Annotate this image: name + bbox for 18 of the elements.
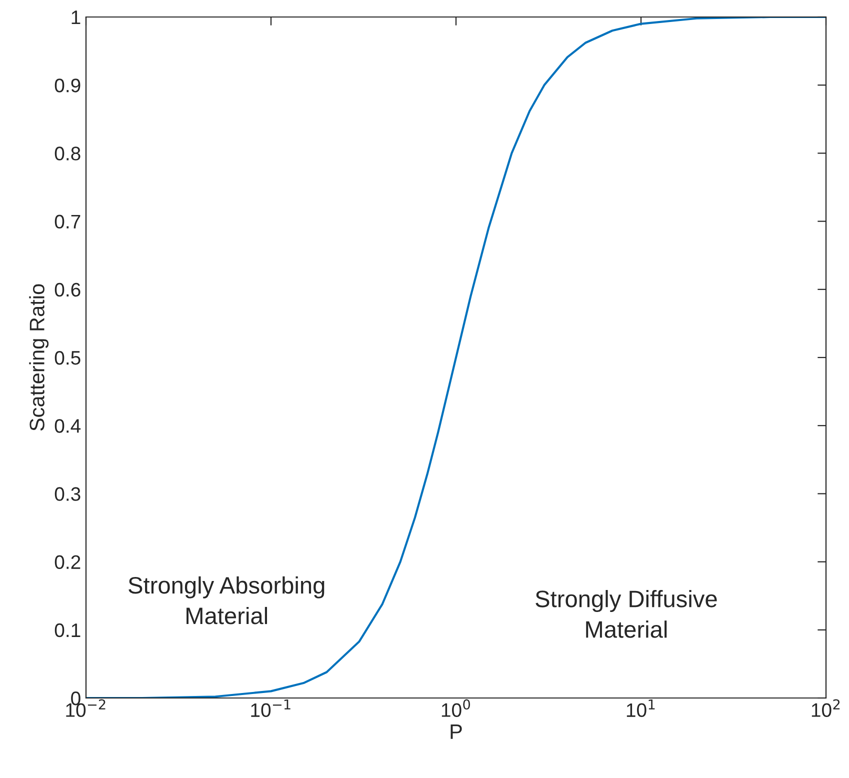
annotation: Strongly Absorbing Material	[128, 576, 324, 624]
y-tick-label: 0.9	[54, 78, 80, 92]
x-tick-label: 10$^{2}$	[812, 699, 840, 717]
x-tick-label: 10$^{0}$	[442, 699, 470, 717]
annotation: Strongly Diffusive Material	[536, 590, 717, 638]
y-tick-label: 0.4	[54, 419, 81, 433]
y-tick-label: 0.5	[54, 350, 80, 365]
x-axis-title: P	[450, 724, 462, 739]
x-tick-label: 10$^{1}$	[626, 699, 655, 718]
y-tick-label: 0.8	[54, 146, 80, 160]
y-tick-label: 0.2	[54, 555, 80, 570]
y-tick-label: 0.6	[54, 282, 80, 297]
y-tick-label: 0.1	[54, 623, 80, 638]
x-tick-label: 10$^{−1}$	[251, 699, 290, 718]
y-tick-label: 1	[72, 10, 80, 24]
y-axis-title: Scattering Ratio	[29, 284, 49, 431]
y-tick-label: 0.3	[54, 487, 80, 501]
y-tick-label: 0.7	[54, 214, 80, 229]
